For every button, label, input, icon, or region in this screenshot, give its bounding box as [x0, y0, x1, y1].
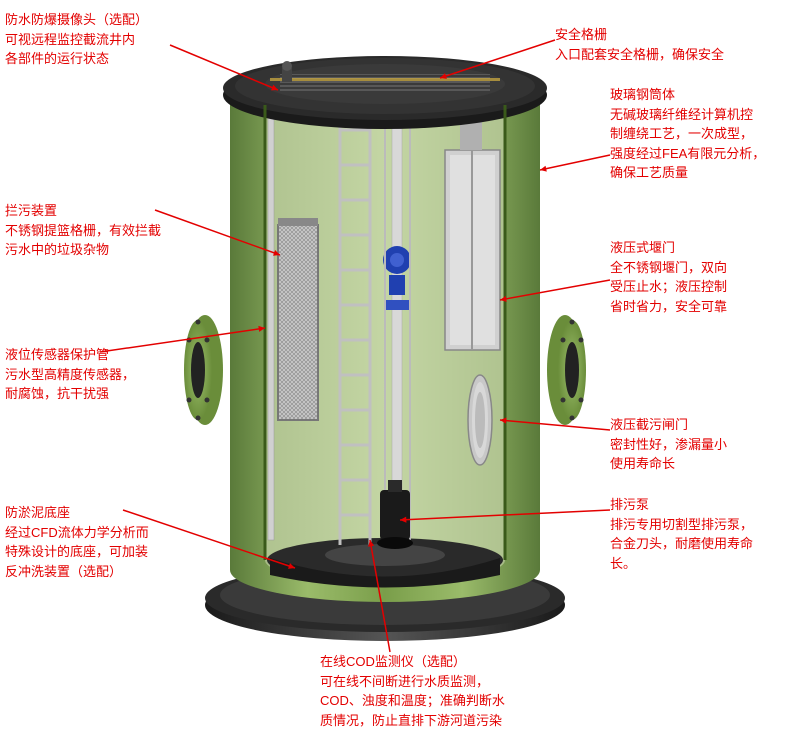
label-desc-line: 省时省力，安全可靠	[610, 297, 805, 317]
leader-line-sewage-pump	[400, 510, 610, 520]
leader-line-sewage-gate	[500, 420, 610, 430]
label-desc-line: 污水中的垃圾杂物	[5, 240, 195, 260]
label-title: 液压截污闸门	[610, 415, 780, 435]
label-hydraulic-weir: 液压式堰门全不锈钢堰门，双向受压止水；液压控制省时省力，安全可靠	[610, 238, 805, 316]
label-camera: 防水防爆摄像头（选配）可视远程监控截流井内各部件的运行状态	[5, 10, 175, 69]
label-safety-grid: 安全格栅入口配套安全格栅，确保安全	[555, 25, 775, 64]
label-desc-line: 入口配套安全格栅，确保安全	[555, 45, 775, 65]
label-trash-screen: 拦污装置不锈钢提篮格栅，有效拦截污水中的垃圾杂物	[5, 201, 195, 260]
leader-line-safety-grid	[440, 40, 555, 78]
label-desc-line: 密封性好，渗漏量小	[610, 435, 780, 455]
central-pipe	[383, 115, 411, 510]
label-desc-line: 长。	[610, 554, 805, 574]
label-desc-line: 可视远程监控截流井内	[5, 30, 175, 50]
label-sewage-gate: 液压截污闸门密封性好，渗漏量小使用寿命长	[610, 415, 780, 474]
label-desc-line: 无碱玻璃纤维经计算机控	[610, 105, 810, 125]
ladder	[340, 100, 370, 545]
anti-silt-base	[267, 538, 503, 582]
leader-line-hydraulic-weir	[500, 280, 610, 300]
label-frp-body: 玻璃钢筒体无碱玻璃纤维经计算机控制缠绕工艺，一次成型，强度经过FEA有限元分析，…	[610, 85, 810, 183]
label-desc-line: COD、浊度和温度；准确判断水	[320, 691, 560, 711]
label-desc-line: 受压止水；液压控制	[610, 277, 805, 297]
hydraulic-sewage-gate	[468, 375, 492, 465]
label-title: 防水防爆摄像头（选配）	[5, 10, 175, 30]
label-title: 在线COD监测仪（选配）	[320, 652, 560, 672]
label-desc-line: 不锈钢提篮格栅，有效拦截	[5, 221, 195, 241]
label-title: 防淤泥底座	[5, 503, 195, 523]
label-desc-line: 强度经过FEA有限元分析，	[610, 144, 810, 164]
label-desc-line: 排污专用切割型排污泵，	[610, 515, 805, 535]
label-cod-monitor: 在线COD监测仪（选配）可在线不间断进行水质监测，COD、浊度和温度；准确判断水…	[320, 652, 560, 730]
sewage-pump	[377, 480, 413, 549]
label-desc-line: 特殊设计的底座，可加装	[5, 542, 195, 562]
label-title: 拦污装置	[5, 201, 195, 221]
leader-line-camera	[170, 45, 278, 90]
camera	[282, 61, 292, 82]
safety-grate	[265, 64, 505, 104]
leader-line-frp-body	[540, 155, 610, 170]
label-title: 玻璃钢筒体	[610, 85, 810, 105]
label-desc-line: 污水型高精度传感器，	[5, 365, 175, 385]
label-desc-line: 确保工艺质量	[610, 163, 810, 183]
label-title: 排污泵	[610, 495, 805, 515]
label-desc-line: 耐腐蚀，抗干扰强	[5, 384, 175, 404]
label-sewage-pump: 排污泵排污专用切割型排污泵，合金刀头，耐磨使用寿命长。	[610, 495, 805, 573]
label-desc-line: 质情况，防止直排下游河道污染	[320, 711, 560, 730]
label-desc-line: 可在线不间断进行水质监测，	[320, 672, 560, 692]
label-desc-line: 制缠绕工艺，一次成型，	[610, 124, 810, 144]
tank-lid	[223, 56, 547, 120]
hydraulic-weir	[445, 105, 500, 350]
trash-screen-basket	[278, 218, 318, 420]
label-desc-line: 经过CFD流体力学分析而	[5, 523, 195, 543]
base-foot	[205, 569, 565, 641]
tank-body	[230, 63, 540, 602]
label-anti-silt: 防淤泥底座经过CFD流体力学分析而特殊设计的底座，可加装反冲洗装置（选配）	[5, 503, 195, 581]
leader-line-cod-monitor	[370, 540, 390, 652]
tank-lid-under	[223, 61, 547, 129]
right-flange	[547, 315, 586, 425]
label-desc-line: 合金刀头，耐磨使用寿命	[610, 534, 805, 554]
label-title: 液压式堰门	[610, 238, 805, 258]
label-desc-line: 各部件的运行状态	[5, 49, 175, 69]
tank-interior	[265, 105, 505, 584]
label-desc-line: 使用寿命长	[610, 454, 780, 474]
label-desc-line: 全不锈钢堰门，双向	[610, 258, 805, 278]
level-sensor-pipe	[268, 110, 274, 540]
label-desc-line: 反冲洗装置（选配）	[5, 562, 195, 582]
label-title: 安全格栅	[555, 25, 775, 45]
label-level-sensor: 液位传感器保护管污水型高精度传感器，耐腐蚀，抗干扰强	[5, 345, 175, 404]
left-flange	[184, 315, 223, 425]
label-title: 液位传感器保护管	[5, 345, 175, 365]
